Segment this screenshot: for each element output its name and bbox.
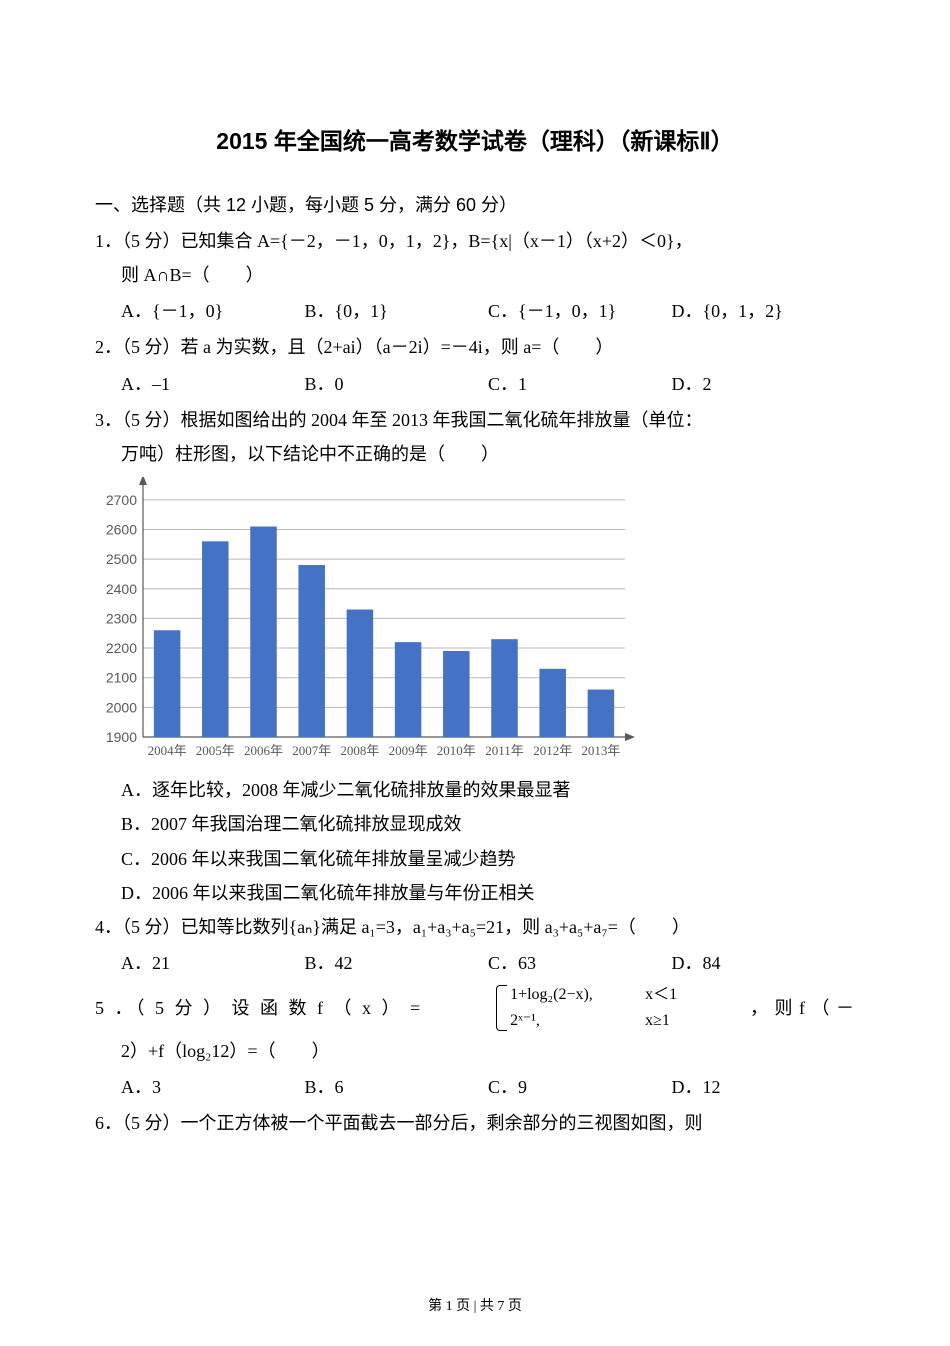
svg-text:2500: 2500 bbox=[106, 551, 137, 567]
piecewise-cond-1: x＜1 bbox=[645, 982, 677, 1008]
q5-opt-d: D．12 bbox=[672, 1070, 856, 1104]
q2-opt-c: C．1 bbox=[488, 367, 672, 401]
piecewise-function: 1+log₂(2−x), x＜1 2ˣ⁻¹, x≥1 bbox=[496, 982, 677, 1033]
question-4: 4．（5 分）已知等比数列{aₙ}满足 a₁=3，a₁+a₃+a₅=21，则 a… bbox=[95, 910, 855, 980]
q1-stem-l1: 1．（5 分）已知集合 A={－2，－1，0，1，2}，B={x|（x－1）（x… bbox=[95, 224, 855, 258]
question-2: 2．（5 分）若 a 为实数，且（2+ai）（a－2i）=－4i，则 a=（ ）… bbox=[95, 330, 855, 400]
q4-opt-a: A．21 bbox=[121, 946, 305, 980]
question-1: 1．（5 分）已知集合 A={－2，－1，0，1，2}，B={x|（x－1）（x… bbox=[95, 224, 855, 329]
q1-opt-b: B．{0，1} bbox=[305, 294, 489, 328]
emissions-bar-chart: 1900 2000 2100 2200 2300 2400 2500 2600 2700 2004… bbox=[95, 477, 855, 767]
svg-text:2300: 2300 bbox=[106, 611, 137, 627]
page-title: 2015 年全国统一高考数学试卷（理科）（新课标Ⅱ） bbox=[95, 120, 855, 164]
q4-opt-c: C．63 bbox=[488, 946, 672, 980]
piecewise-cond-2: x≥1 bbox=[645, 1008, 670, 1034]
piecewise-expr-1: 1+log₂(2−x), bbox=[510, 982, 645, 1008]
q5-opt-c: C．9 bbox=[488, 1070, 672, 1104]
q4-opt-d: D．84 bbox=[672, 946, 856, 980]
page-footer: 第 1 页 | 共 7 页 bbox=[0, 1294, 950, 1321]
q1-opt-d: D．{0，1，2} bbox=[672, 294, 856, 328]
q3-opt-d: D．2006 年以来我国二氧化硫年排放量与年份正相关 bbox=[95, 876, 855, 910]
q2-opt-a: A．–1 bbox=[121, 367, 305, 401]
svg-text:2200: 2200 bbox=[106, 640, 137, 656]
piecewise-expr-2: 2ˣ⁻¹, bbox=[510, 1008, 645, 1034]
q5-stem-left: 5 ．（ 5 分 ） 设 函 数 f （ x ） = bbox=[95, 991, 423, 1025]
q5-opt-b: B．6 bbox=[305, 1070, 489, 1104]
q4-opt-b: B．42 bbox=[305, 946, 489, 980]
section-header: 一、选择题（共 12 小题，每小题 5 分，满分 60 分） bbox=[95, 188, 855, 222]
svg-text:2007年: 2007年 bbox=[292, 743, 331, 758]
svg-text:2006年: 2006年 bbox=[244, 743, 283, 758]
q1-opt-c: C．{－1，0，1} bbox=[488, 294, 672, 328]
question-3: 3．（5 分）根据如图给出的 2004 年至 2013 年我国二氧化硫年排放量（… bbox=[95, 403, 855, 471]
svg-text:2010年: 2010年 bbox=[437, 743, 476, 758]
svg-text:2011年: 2011年 bbox=[485, 743, 524, 758]
q4-stem: 4．（5 分）已知等比数列{aₙ}满足 a₁=3，a₁+a₃+a₅=21，则 a… bbox=[95, 910, 855, 944]
q1-opt-a: A．{－1，0} bbox=[121, 294, 305, 328]
svg-text:2012年: 2012年 bbox=[533, 743, 572, 758]
q3-opt-c: C．2006 年以来我国二氧化硫年排放量呈减少趋势 bbox=[95, 842, 855, 876]
svg-text:2000: 2000 bbox=[106, 700, 137, 716]
q1-stem-l2: 则 A∩B=（ ） bbox=[95, 258, 855, 292]
svg-text:2013年: 2013年 bbox=[581, 743, 620, 758]
bar-chart-svg: 1900 2000 2100 2200 2300 2400 2500 2600 2700 2004… bbox=[95, 477, 635, 767]
svg-text:2600: 2600 bbox=[106, 522, 137, 538]
q3-opt-a: A．逐年比较，2008 年减少二氧化硫排放量的效果最显著 bbox=[95, 773, 855, 807]
question-5: 5 ．（ 5 分 ） 设 函 数 f （ x ） = 1+log₂(2−x), … bbox=[95, 982, 855, 1104]
svg-text:2400: 2400 bbox=[106, 581, 137, 597]
q3-stem-l1: 3．（5 分）根据如图给出的 2004 年至 2013 年我国二氧化硫年排放量（… bbox=[95, 403, 855, 437]
svg-text:2004年: 2004年 bbox=[148, 743, 187, 758]
question-6: 6．（5 分）一个正方体被一个平面截去一部分后，剩余部分的三视图如图，则 bbox=[95, 1106, 855, 1140]
q2-stem: 2．（5 分）若 a 为实数，且（2+ai）（a－2i）=－4i，则 a=（ ） bbox=[95, 330, 855, 364]
q5-line2: 2）+f（log₂12）=（ ） bbox=[95, 1034, 855, 1068]
q6-stem: 6．（5 分）一个正方体被一个平面截去一部分后，剩余部分的三视图如图，则 bbox=[95, 1106, 855, 1140]
q2-opt-d: D．2 bbox=[672, 367, 856, 401]
q5-opt-a: A．3 bbox=[121, 1070, 305, 1104]
svg-text:1900: 1900 bbox=[106, 729, 137, 745]
svg-text:2005年: 2005年 bbox=[196, 743, 235, 758]
q5-stem-right: ， 则 f （ － bbox=[750, 991, 855, 1025]
svg-text:2700: 2700 bbox=[106, 492, 137, 508]
q3-opt-b: B．2007 年我国治理二氧化硫排放显现成效 bbox=[95, 807, 855, 841]
svg-text:2100: 2100 bbox=[106, 670, 137, 686]
q3-stem-l2: 万吨）柱形图，以下结论中不正确的是（ ） bbox=[95, 437, 855, 471]
svg-text:2009年: 2009年 bbox=[389, 743, 428, 758]
svg-text:2008年: 2008年 bbox=[340, 743, 379, 758]
q2-opt-b: B．0 bbox=[305, 367, 489, 401]
